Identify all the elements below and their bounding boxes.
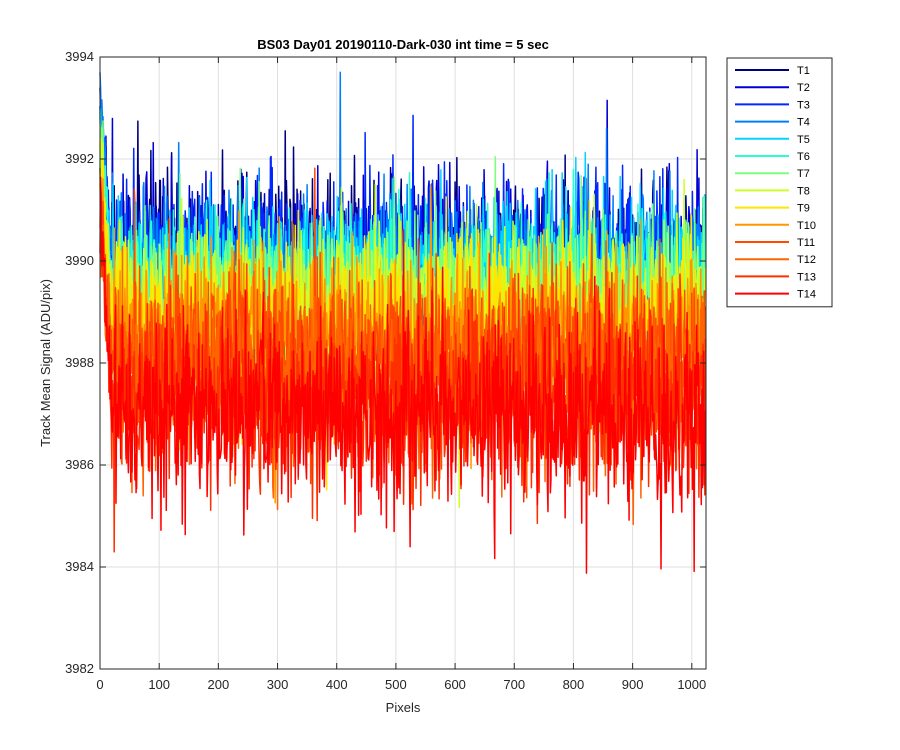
x-tick-label-5: 500 — [385, 677, 407, 692]
x-tick-label-8: 800 — [563, 677, 585, 692]
y-tick-label-1: 3984 — [65, 559, 94, 574]
y-tick-label-2: 3986 — [65, 457, 94, 472]
legend-label-t10: T10 — [797, 220, 816, 232]
y-tick-label-6: 3994 — [65, 49, 94, 64]
x-tick-label-7: 700 — [503, 677, 525, 692]
x-tick-label-2: 200 — [208, 677, 230, 692]
x-tick-label-10: 1000 — [677, 677, 706, 692]
y-tick-label-0: 3982 — [65, 661, 94, 676]
legend-label-t6: T6 — [797, 151, 810, 163]
legend-label-t14: T14 — [797, 289, 816, 301]
series-lines — [99, 71, 707, 574]
x-tick-label-6: 600 — [444, 677, 466, 692]
legend-label-t3: T3 — [797, 99, 810, 111]
legend-label-t4: T4 — [797, 117, 810, 129]
legend-label-t11: T11 — [797, 237, 815, 249]
y-axis-ticks: 3982 3984 3986 3988 3990 3992 3994 — [65, 49, 706, 676]
legend-label-t1: T1 — [797, 65, 810, 77]
legend-label-t2: T2 — [797, 82, 810, 94]
x-axis-label: Pixels — [386, 700, 421, 715]
x-tick-label-3: 300 — [267, 677, 289, 692]
legend-label-t9: T9 — [797, 203, 810, 215]
legend-label-t12: T12 — [797, 254, 816, 266]
legend-label-t13: T13 — [797, 271, 816, 283]
x-tick-label-4: 400 — [326, 677, 348, 692]
series-line-t14 — [99, 176, 707, 574]
y-tick-label-5: 3992 — [65, 151, 94, 166]
legend-label-t8: T8 — [797, 185, 810, 197]
legend: T1 T2 T3 T4 T5 T6 T7 T8 T9 T10 T11 T12 T13 T14 — [726, 57, 833, 308]
x-tick-label-9: 900 — [622, 677, 644, 692]
y-tick-label-3: 3988 — [65, 355, 94, 370]
legend-box — [726, 57, 833, 308]
chart-title: BS03 Day01 20190110-Dark-030 int time = … — [257, 37, 549, 52]
x-axis-ticks: 0 100 200 300 400 500 600 700 800 900 1000 — [96, 57, 706, 692]
y-axis-label: Track Mean Signal (ADU/pix) — [38, 279, 53, 447]
legend-label-t7: T7 — [797, 168, 810, 180]
y-tick-label-4: 3990 — [65, 253, 94, 268]
x-tick-label-1: 100 — [148, 677, 170, 692]
legend-label-t5: T5 — [797, 134, 810, 146]
x-tick-label-0: 0 — [96, 677, 103, 692]
